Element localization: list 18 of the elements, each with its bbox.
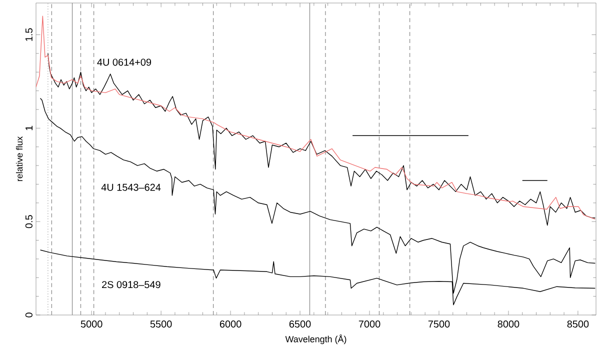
x-tick-label: 7500 [428,320,450,328]
x-tick-label: 6500 [289,320,311,328]
series-label: 4U 0614+09 [97,58,152,66]
y-tick-label: 0 [25,312,32,318]
line-series [36,16,596,220]
y-tick-label: 0.5 [25,215,32,228]
series-label: 4U 1543–624 [101,184,161,191]
x-tick-label: 5500 [150,320,172,328]
y-tick-label: 1 [26,126,32,130]
series-label: 2S 0918–549 [102,281,160,288]
x-tick-label: 7000 [358,320,380,328]
y-tick-label: 1.5 [26,28,32,41]
x-tick-label: 5000 [80,320,102,328]
x-tick-label: 8500 [567,320,589,328]
x-tick-label: 6000 [220,320,242,328]
x-tick-label: 8000 [498,320,520,328]
x-axis-title: Wavelength (Å) [285,334,346,344]
y-axis-title: relative flux [16,136,23,182]
